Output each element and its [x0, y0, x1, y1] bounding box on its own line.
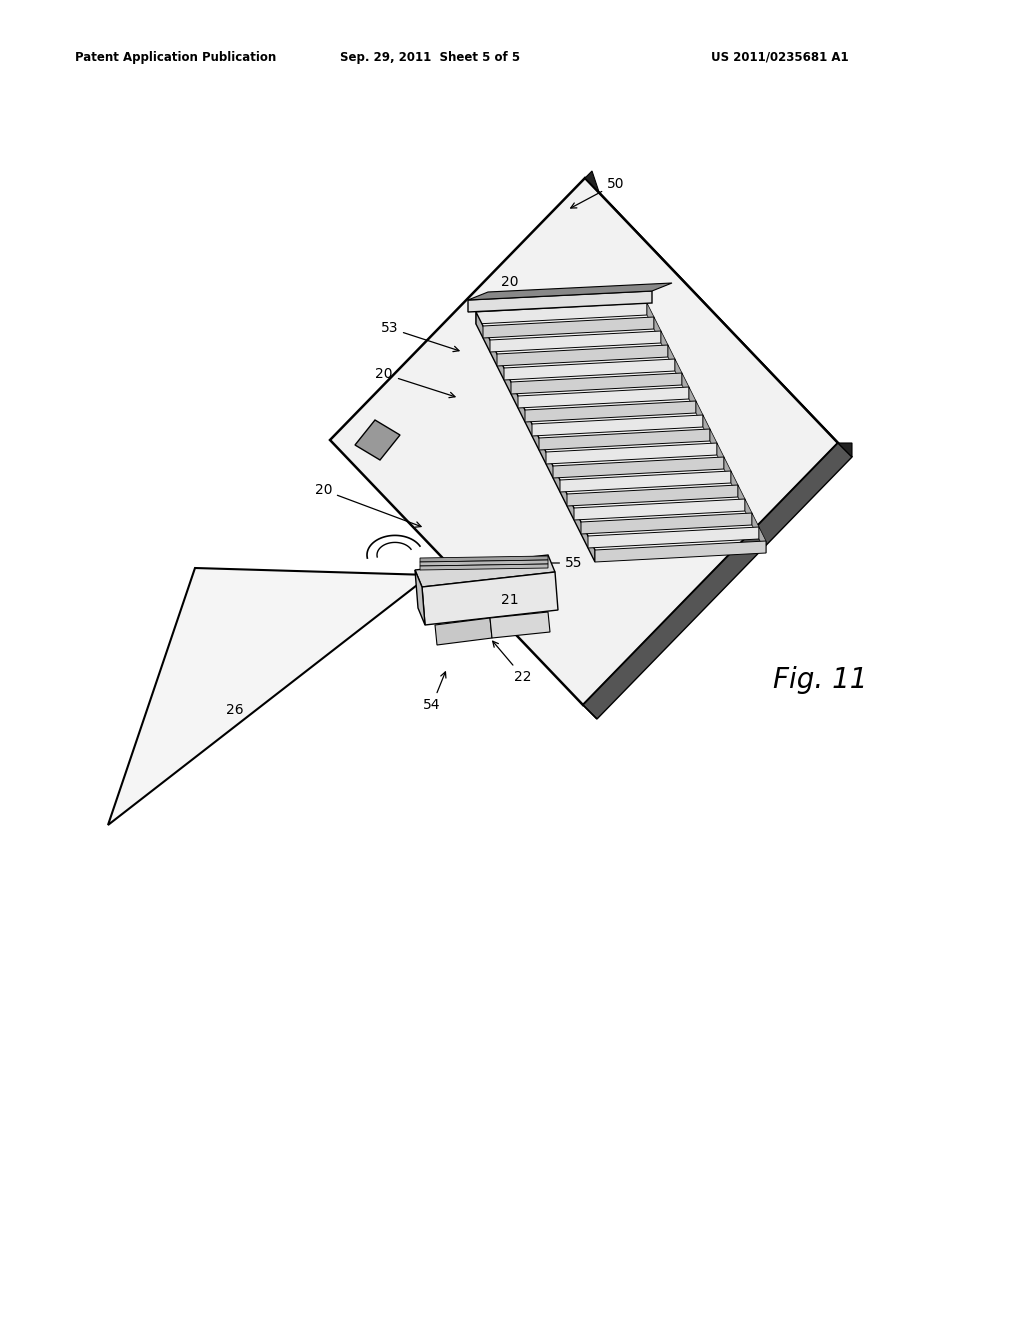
Polygon shape	[662, 331, 668, 356]
Polygon shape	[654, 317, 662, 343]
Polygon shape	[567, 484, 738, 506]
Polygon shape	[560, 471, 731, 492]
Polygon shape	[553, 457, 724, 478]
Polygon shape	[518, 387, 689, 408]
Polygon shape	[511, 374, 682, 393]
Polygon shape	[752, 513, 759, 539]
Polygon shape	[435, 618, 492, 645]
Polygon shape	[581, 513, 752, 535]
Polygon shape	[422, 572, 558, 624]
Polygon shape	[717, 444, 724, 469]
Polygon shape	[468, 290, 652, 312]
Polygon shape	[585, 178, 852, 457]
Polygon shape	[759, 527, 766, 553]
Polygon shape	[532, 414, 703, 436]
Polygon shape	[595, 541, 766, 562]
Polygon shape	[588, 527, 759, 548]
Text: 26: 26	[226, 704, 244, 717]
Polygon shape	[497, 345, 668, 366]
Polygon shape	[668, 345, 675, 371]
Polygon shape	[583, 444, 852, 719]
Polygon shape	[108, 568, 430, 825]
Polygon shape	[420, 556, 548, 562]
Text: 20: 20	[314, 483, 421, 527]
Text: 55: 55	[544, 556, 583, 570]
Polygon shape	[574, 499, 745, 520]
Text: 50: 50	[570, 177, 625, 209]
Polygon shape	[483, 317, 654, 338]
Polygon shape	[415, 554, 555, 587]
Polygon shape	[525, 401, 696, 422]
Polygon shape	[583, 705, 597, 719]
Polygon shape	[420, 564, 548, 570]
Polygon shape	[682, 374, 689, 399]
Polygon shape	[546, 444, 717, 465]
Polygon shape	[838, 444, 852, 457]
Polygon shape	[647, 304, 654, 329]
Text: Fig. 11: Fig. 11	[773, 667, 867, 694]
Text: Sep. 29, 2011  Sheet 5 of 5: Sep. 29, 2011 Sheet 5 of 5	[340, 50, 520, 63]
Text: 20: 20	[376, 367, 455, 397]
Polygon shape	[539, 429, 710, 450]
Polygon shape	[703, 414, 710, 441]
Text: 54: 54	[423, 672, 445, 711]
Text: US 2011/0235681 A1: US 2011/0235681 A1	[712, 50, 849, 63]
Text: 21: 21	[501, 593, 519, 607]
Polygon shape	[710, 429, 717, 455]
Polygon shape	[476, 312, 595, 562]
Text: 20: 20	[502, 275, 530, 297]
Polygon shape	[675, 359, 682, 385]
Polygon shape	[504, 359, 675, 380]
Polygon shape	[724, 457, 731, 483]
Polygon shape	[689, 387, 696, 413]
Polygon shape	[696, 401, 703, 426]
Polygon shape	[468, 282, 672, 300]
Polygon shape	[415, 570, 425, 624]
Text: Patent Application Publication: Patent Application Publication	[75, 50, 276, 63]
Polygon shape	[330, 178, 838, 705]
Polygon shape	[731, 471, 738, 498]
Polygon shape	[490, 612, 550, 638]
Polygon shape	[585, 172, 599, 191]
Polygon shape	[745, 499, 752, 525]
Polygon shape	[420, 560, 548, 566]
Text: 22: 22	[493, 642, 531, 684]
Polygon shape	[738, 484, 745, 511]
Polygon shape	[476, 304, 647, 323]
Polygon shape	[490, 331, 662, 352]
Polygon shape	[355, 420, 400, 459]
Text: 53: 53	[381, 321, 459, 351]
